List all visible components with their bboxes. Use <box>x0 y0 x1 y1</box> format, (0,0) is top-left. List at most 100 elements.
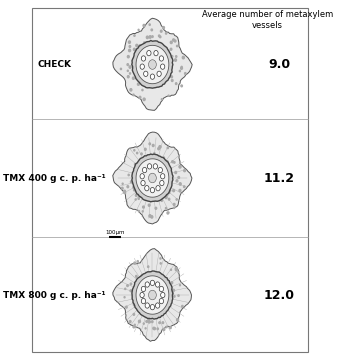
Circle shape <box>175 269 177 271</box>
Circle shape <box>135 199 136 200</box>
Circle shape <box>157 283 159 286</box>
Circle shape <box>139 96 141 98</box>
Circle shape <box>134 48 135 51</box>
Circle shape <box>141 282 142 283</box>
Circle shape <box>153 164 158 169</box>
Circle shape <box>151 184 153 186</box>
Circle shape <box>136 44 138 47</box>
Circle shape <box>165 57 166 59</box>
Circle shape <box>174 296 175 297</box>
Circle shape <box>156 51 158 53</box>
Circle shape <box>156 185 160 191</box>
Circle shape <box>161 179 163 181</box>
Circle shape <box>141 287 142 289</box>
Circle shape <box>143 62 144 64</box>
Circle shape <box>171 76 172 78</box>
Circle shape <box>147 195 148 197</box>
Circle shape <box>155 303 160 308</box>
Circle shape <box>159 322 160 323</box>
Circle shape <box>149 58 150 59</box>
Circle shape <box>144 73 145 74</box>
Circle shape <box>140 174 144 179</box>
Circle shape <box>156 161 158 163</box>
Circle shape <box>134 189 135 191</box>
Circle shape <box>146 183 147 184</box>
Circle shape <box>163 281 165 282</box>
Circle shape <box>158 148 160 150</box>
Circle shape <box>140 72 141 74</box>
Circle shape <box>163 175 164 177</box>
Circle shape <box>159 61 160 63</box>
Circle shape <box>126 306 127 308</box>
Circle shape <box>142 276 143 277</box>
Circle shape <box>146 321 147 322</box>
Circle shape <box>138 168 139 170</box>
Circle shape <box>149 184 151 185</box>
Circle shape <box>173 207 174 209</box>
Circle shape <box>148 315 150 318</box>
Circle shape <box>127 70 128 72</box>
Circle shape <box>136 182 137 183</box>
Circle shape <box>159 305 160 307</box>
Circle shape <box>140 64 144 69</box>
Circle shape <box>143 305 145 308</box>
Circle shape <box>152 70 153 72</box>
Circle shape <box>176 45 178 47</box>
Circle shape <box>120 68 121 70</box>
Polygon shape <box>132 154 173 202</box>
Circle shape <box>152 58 154 60</box>
Circle shape <box>142 211 143 212</box>
Circle shape <box>152 56 153 58</box>
Circle shape <box>160 78 162 80</box>
Circle shape <box>147 316 148 317</box>
Circle shape <box>140 187 141 188</box>
Circle shape <box>143 60 145 62</box>
Circle shape <box>171 293 173 295</box>
Circle shape <box>152 56 153 57</box>
Circle shape <box>167 68 168 70</box>
Circle shape <box>166 194 168 196</box>
Circle shape <box>147 164 152 169</box>
Circle shape <box>129 66 131 68</box>
Circle shape <box>152 80 154 82</box>
Circle shape <box>127 186 129 188</box>
Circle shape <box>142 61 144 63</box>
Circle shape <box>135 163 136 165</box>
Circle shape <box>147 276 148 277</box>
Circle shape <box>185 73 186 74</box>
Circle shape <box>145 57 146 59</box>
Circle shape <box>174 40 176 42</box>
Circle shape <box>130 290 131 292</box>
Circle shape <box>134 262 136 264</box>
Circle shape <box>136 194 137 197</box>
Circle shape <box>175 267 177 270</box>
Circle shape <box>142 167 147 173</box>
Circle shape <box>142 193 144 195</box>
Circle shape <box>174 59 176 61</box>
Circle shape <box>151 29 152 31</box>
Circle shape <box>137 162 139 164</box>
Circle shape <box>153 54 155 57</box>
Circle shape <box>153 327 154 329</box>
Circle shape <box>143 25 145 27</box>
Circle shape <box>154 185 155 187</box>
Circle shape <box>125 288 126 289</box>
Circle shape <box>173 203 175 205</box>
Circle shape <box>138 76 139 78</box>
Circle shape <box>170 327 171 329</box>
Circle shape <box>149 199 150 200</box>
Circle shape <box>145 328 146 329</box>
Circle shape <box>176 199 177 200</box>
Circle shape <box>143 54 144 55</box>
Circle shape <box>147 62 148 64</box>
Circle shape <box>169 301 170 303</box>
Polygon shape <box>136 276 169 314</box>
Circle shape <box>141 286 146 292</box>
Circle shape <box>137 184 138 185</box>
Circle shape <box>159 286 164 292</box>
Circle shape <box>155 168 156 170</box>
Circle shape <box>178 295 179 296</box>
Circle shape <box>150 161 152 163</box>
Circle shape <box>153 300 154 301</box>
Circle shape <box>182 56 184 59</box>
